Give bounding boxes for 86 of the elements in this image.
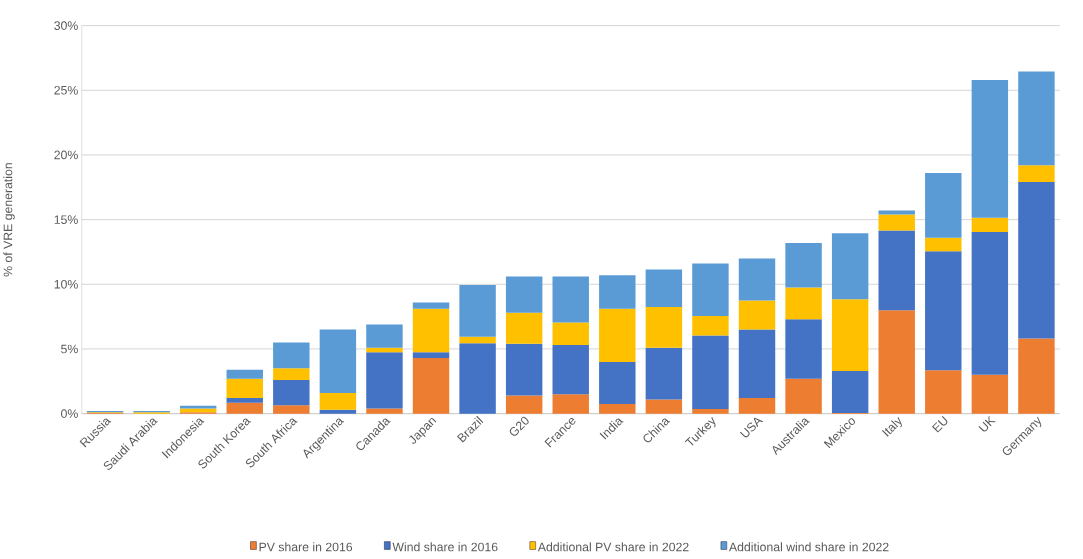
bar xyxy=(878,214,915,231)
bar xyxy=(505,276,543,313)
bar xyxy=(738,397,776,414)
bar xyxy=(645,306,683,348)
y-axis-title: % of VRE generation xyxy=(3,162,15,277)
bar xyxy=(319,392,357,410)
bar xyxy=(459,336,496,343)
bar xyxy=(412,352,450,358)
bar xyxy=(459,284,496,337)
bar xyxy=(971,79,1009,218)
bar xyxy=(971,231,1009,375)
bar xyxy=(273,342,310,369)
bar xyxy=(505,395,543,414)
y-tick-label: 0% xyxy=(61,409,78,418)
y-tick-label: 10% xyxy=(54,279,78,289)
y-tick-label: 20% xyxy=(54,150,78,160)
bar xyxy=(226,378,263,398)
bar xyxy=(831,298,869,371)
bar xyxy=(738,329,776,398)
bar xyxy=(692,408,729,414)
bar xyxy=(599,308,636,362)
bar xyxy=(738,258,776,301)
x-tick-label: EU xyxy=(931,415,948,433)
bar xyxy=(599,403,636,414)
bar xyxy=(412,302,450,309)
bar xyxy=(459,342,496,414)
bar xyxy=(226,369,263,379)
bar xyxy=(319,329,357,393)
bar xyxy=(1018,71,1055,166)
bar xyxy=(831,233,869,299)
bar xyxy=(1018,165,1055,182)
bar xyxy=(785,378,822,414)
bar xyxy=(785,242,822,288)
bar xyxy=(505,312,543,344)
bar xyxy=(366,408,403,414)
legend-label: Additional PV share in 2022 xyxy=(537,542,689,552)
x-tick-label: G20 xyxy=(509,416,529,436)
bar xyxy=(412,308,450,353)
bar xyxy=(179,408,217,413)
x-tick-label: UK xyxy=(978,415,996,432)
y-tick-label: 25% xyxy=(54,85,78,95)
bar xyxy=(925,251,962,371)
bar xyxy=(971,217,1009,232)
bar xyxy=(645,347,683,400)
bar xyxy=(925,172,962,238)
bar xyxy=(505,343,543,396)
bar xyxy=(692,263,729,316)
bar xyxy=(785,287,822,320)
bar xyxy=(552,394,589,414)
bar xyxy=(925,237,962,252)
bar xyxy=(552,344,589,395)
y-tick-label: 30% xyxy=(54,21,78,30)
bar xyxy=(878,309,915,414)
bar xyxy=(412,357,450,414)
bar xyxy=(785,319,822,379)
bar xyxy=(692,335,729,409)
x-tick-label: USA xyxy=(739,417,764,438)
bar xyxy=(599,275,636,309)
bar xyxy=(1018,338,1055,414)
y-tick-label: 15% xyxy=(54,215,78,224)
bar xyxy=(319,409,357,414)
bar xyxy=(738,300,776,330)
bar xyxy=(1018,181,1055,339)
legend-label: Wind share in 2016 xyxy=(392,542,498,552)
bar xyxy=(878,230,915,310)
bar xyxy=(599,361,636,404)
bar xyxy=(273,405,310,414)
legend-label: Additional wind share in 2022 xyxy=(728,542,889,552)
bar xyxy=(645,269,683,307)
bar xyxy=(226,397,263,403)
bar xyxy=(552,276,589,323)
bar xyxy=(971,374,1009,414)
bar xyxy=(831,370,869,413)
y-tick-label: 5% xyxy=(61,344,78,354)
bar xyxy=(366,324,403,348)
bar xyxy=(552,322,589,345)
x-tick-label: Italy xyxy=(881,416,902,437)
bar xyxy=(645,399,683,414)
bar xyxy=(692,315,729,336)
bar xyxy=(273,379,310,406)
bar xyxy=(226,402,263,414)
legend-label: PV share in 2016 xyxy=(259,542,353,552)
bar xyxy=(366,347,403,353)
bar xyxy=(366,352,403,409)
bar xyxy=(925,370,962,414)
bar xyxy=(273,368,310,380)
